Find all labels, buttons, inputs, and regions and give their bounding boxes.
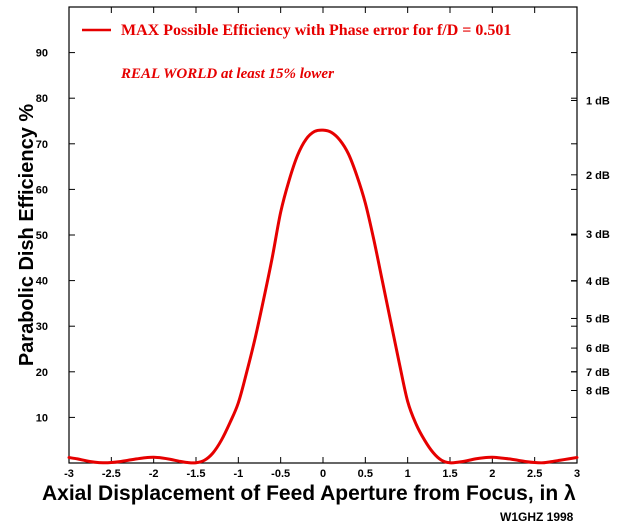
x-axis-title: Axial Displacement of Feed Aperture from… [42,482,576,505]
x-tick-label: 2.5 [527,468,542,480]
x-tick-label: -2 [149,468,159,480]
credit-label: W1GHZ 1998 [500,510,574,524]
db-tick-label: 1 dB [586,95,610,107]
x-tick-label: -0.5 [271,468,290,480]
y-axis-title: Parabolic Dish Efficiency % [16,104,38,367]
x-tick-label: -1 [233,468,243,480]
y-tick-label: 80 [36,93,48,105]
y-tick-label: 90 [36,48,48,60]
db-tick-label: 3 dB [586,229,610,241]
y-tick-label: 50 [36,230,48,242]
x-tick-label: 0.5 [358,468,373,480]
x-tick-label: 0 [320,468,326,480]
x-tick-label: 1.5 [442,468,457,480]
db-tick-label: 2 dB [586,170,610,182]
y-axis-ticks: 10 20 30 40 50 60 70 80 90 [36,48,577,424]
y-tick-label: 60 [36,184,48,196]
x-tick-label: 1 [405,468,411,480]
x-tick-label: -3 [64,468,74,480]
y-tick-label: 20 [36,367,48,379]
x-tick-label: -2.5 [102,468,121,480]
secondary-db-ticks: 1 dB 2 dB 3 dB 4 dB 5 dB 6 dB 7 dB 8 dB [571,95,610,397]
y-tick-label: 70 [36,139,48,151]
x-tick-label: -1.5 [187,468,206,480]
efficiency-curve [67,128,579,465]
db-tick-label: 6 dB [586,343,610,355]
annotation-real-world: REAL WORLD at least 15% lower [120,66,334,82]
x-tick-label: 3 [574,468,580,480]
y-tick-label: 40 [36,276,48,288]
db-tick-label: 4 dB [586,276,610,288]
y-tick-label: 30 [36,321,48,333]
db-tick-label: 5 dB [586,313,610,325]
db-tick-label: 7 dB [586,367,610,379]
legend-label: MAX Possible Efficiency with Phase error… [121,22,511,39]
x-tick-label: 2 [489,468,495,480]
y-tick-label: 10 [36,412,48,424]
db-tick-label: 8 dB [586,385,610,397]
